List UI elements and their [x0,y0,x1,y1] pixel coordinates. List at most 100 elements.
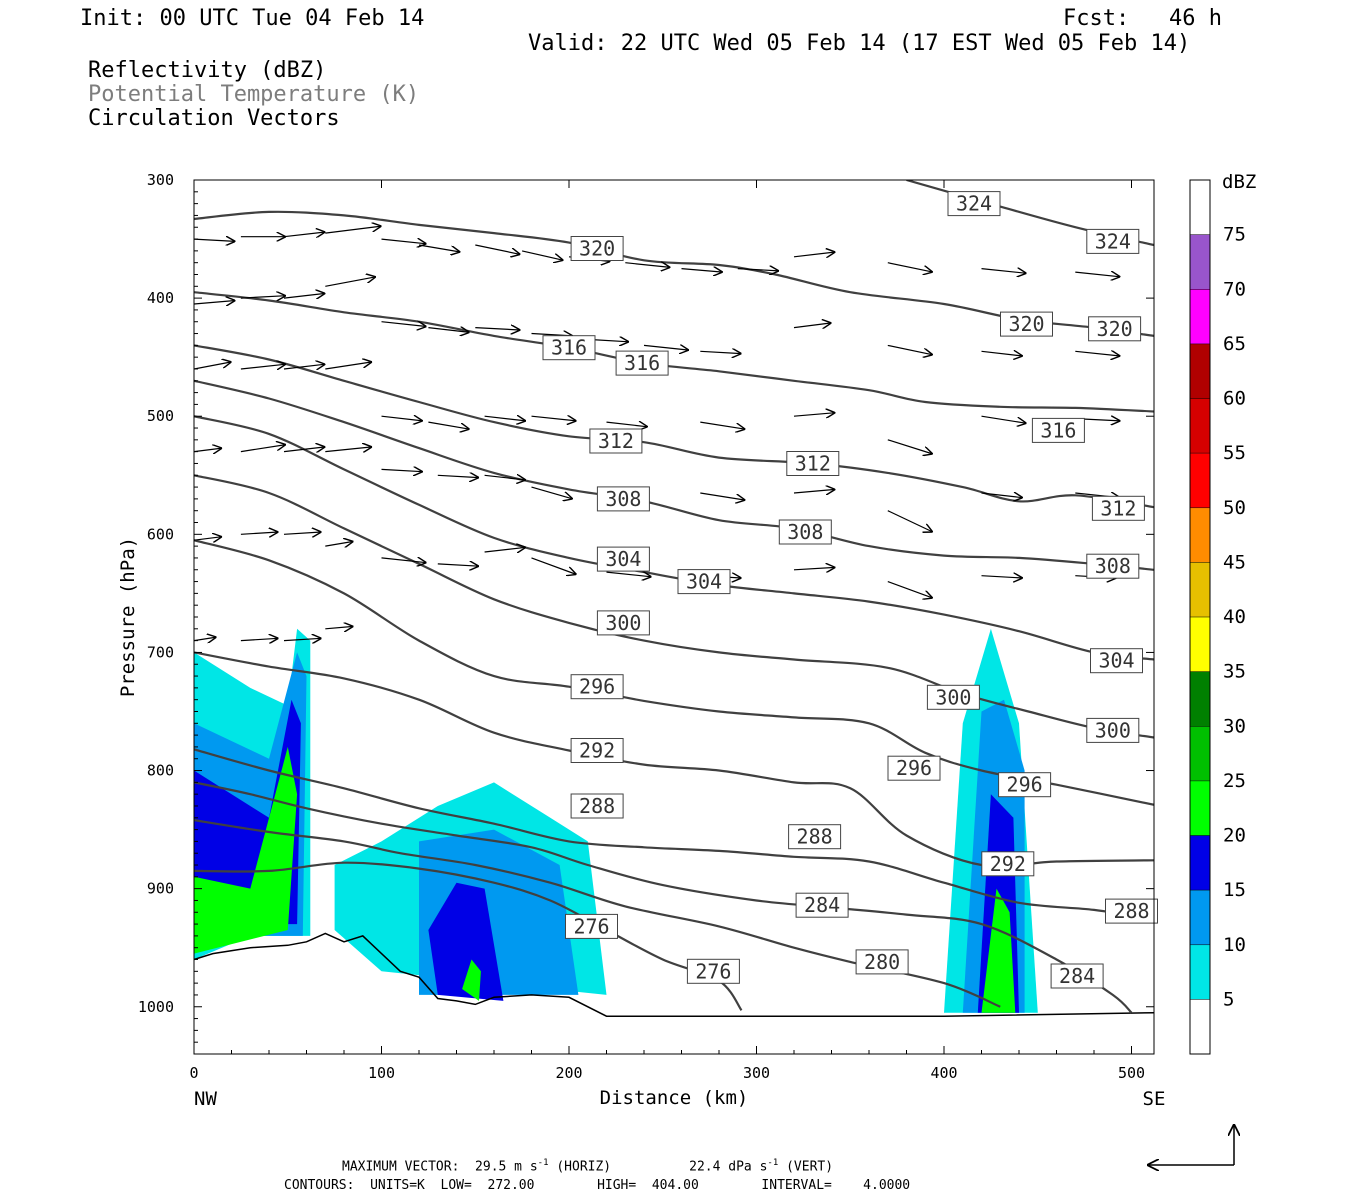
theta-label-284: 284 [795,892,849,918]
circulation-vector [484,547,526,552]
field-label-theta: Potential Temperature (K) [88,82,420,107]
y-axis-label: Pressure (hPa) [117,537,139,697]
circulation-vector [194,448,222,452]
circulation-vector [793,489,835,493]
theta-label-308: 308 [596,486,650,512]
svg-text:320: 320 [1008,312,1044,336]
svg-text:308: 308 [787,520,823,544]
circulation-vector [700,492,745,500]
theta-contour-308 [194,379,1154,571]
forecast-hour-label: Fcst: 46 h [1063,6,1222,31]
circulation-vector [194,362,232,370]
colorbar: 5 10 15 20 25 30 35 40 45 50 55 60 65 70 75 dBZ [1189,171,1256,1055]
theta-label-316: 316 [542,335,596,361]
svg-text:300: 300 [1095,718,1131,742]
colorbar-tick-label: 25 [1223,770,1246,792]
svg-text:284: 284 [1059,964,1095,988]
max-vector-line: MAXIMUM VECTOR: 29.5 m s-1 (HORIZ) 22.4 d… [342,1158,834,1175]
theta-label-276: 276 [565,913,618,939]
svg-text:292: 292 [990,852,1026,876]
theta-label-288: 288 [1105,898,1158,924]
svg-text:288: 288 [797,825,833,849]
circulation-vector [240,364,286,369]
y-tick-label: 900 [147,880,174,898]
x-tick-label: 200 [555,1064,582,1082]
colorbar-tick-label: 65 [1223,333,1246,355]
theta-label-300: 300 [926,684,980,710]
x-axis-left-end-label: NW [194,1088,217,1110]
circulation-vector [325,626,353,628]
reflectivity-cell-20dbz [981,888,1016,1013]
y-tick-label: 300 [147,171,174,189]
reflectivity-cell-20dbz [194,746,298,954]
svg-text:288: 288 [1113,899,1149,923]
x-tick-label: 400 [930,1064,957,1082]
circulation-vector [793,252,835,257]
x-tick-label: 0 [189,1064,198,1082]
reflectivity-cell-20dbz [462,959,481,1001]
svg-text:308: 308 [605,487,641,511]
circulation-vector [240,638,279,640]
colorbar-tick-label: 75 [1223,224,1246,246]
circulation-vector [325,447,372,452]
svg-text:320: 320 [579,237,615,261]
theta-label-320: 320 [1088,316,1142,342]
svg-text:280: 280 [864,950,900,974]
circulation-vector [625,263,670,268]
contours-info-line: CONTOURS: UNITS=K LOW= 272.00 HIGH= 404.… [284,1178,911,1193]
theta-label-296: 296 [887,755,941,781]
axes: 300 400 500 600 700 800 900 1000 0 100 200 300 400 50… [138,171,1154,1082]
svg-text:312: 312 [795,452,831,476]
svg-text:304: 304 [1098,649,1134,673]
circulation-vector [194,537,222,541]
colorbar-tick-label: 35 [1223,661,1246,683]
svg-text:276: 276 [573,914,609,938]
theta-label-296: 296 [998,772,1052,798]
theta-label-300: 300 [1086,717,1140,743]
colorbar-segment [1190,343,1210,399]
theta-label-304: 304 [677,569,731,595]
theta-label-292: 292 [981,851,1035,877]
svg-text:316: 316 [624,351,660,375]
svg-text:304: 304 [605,547,641,571]
svg-text:292: 292 [579,739,615,763]
circulation-vector [418,244,460,252]
circulation-vector [887,262,933,272]
circulation-vector [325,362,372,370]
theta-label-284: 284 [1050,963,1104,989]
circulation-vector [793,567,835,569]
y-tick-label: 500 [147,407,174,425]
colorbar-tick-label: 15 [1223,879,1246,901]
y-tick-label: 600 [147,525,174,543]
theta-contour-292 [194,651,1154,868]
colorbar-segment [1190,180,1210,235]
theta-label-288: 288 [788,824,842,850]
colorbar-segment [1190,726,1210,781]
circulation-vector [194,301,235,305]
colorbar-segment [1190,453,1210,508]
colorbar-segment [1190,835,1210,891]
circulation-vector [887,344,933,354]
theta-label-320: 320 [570,236,624,261]
circulation-vector [887,510,933,532]
circulation-vector [325,541,353,546]
svg-text:296: 296 [1007,773,1043,797]
theta-label-324: 324 [947,191,1001,217]
theta-label-304: 304 [1090,648,1143,674]
x-axis-label: Distance (km) [600,1087,749,1109]
theta-contour-284 [194,781,1133,1014]
theta-label-280: 280 [855,949,909,975]
circulation-vector [283,364,325,369]
circulation-vector [194,239,235,241]
svg-text:300: 300 [935,685,971,709]
colorbar-segment [1190,234,1210,290]
colorbar-tick-label: 5 [1223,988,1234,1010]
circulation-vector [484,475,526,480]
circulation-vector [887,581,933,599]
circulation-vector [240,445,286,453]
circulation-vector [283,532,322,534]
x-tick-label: 300 [743,1064,770,1082]
x-tick-label: 100 [368,1064,395,1082]
svg-text:308: 308 [1095,554,1131,578]
